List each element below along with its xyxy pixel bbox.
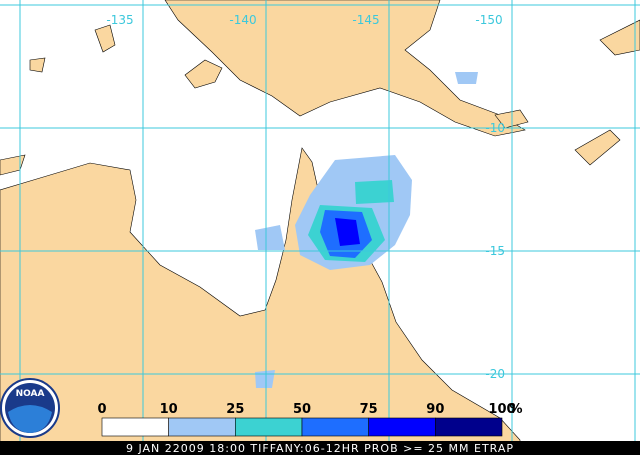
legend-swatch [368,417,436,437]
lon-label: -145 [352,13,379,27]
caption: 9 JAN 22009 18:00 TIFFANY:06-12HR PROB >… [126,442,514,455]
legend-swatch [435,417,503,437]
prob-area [455,72,478,84]
legend-label: 25 [226,402,244,417]
logo-wave [8,405,52,433]
legend-swatch [101,417,169,437]
legend-swatch [168,417,236,437]
legend-label: 10 [160,402,178,417]
island [599,19,640,56]
legend-swatch [235,417,303,437]
island [94,24,116,53]
logo: NOAA [0,378,60,438]
legend-label: 90 [426,402,444,417]
legend-label: 100 [488,402,515,417]
lat-label: -10 [485,121,505,135]
prob-area [335,218,360,246]
prob-area [255,225,285,250]
legend: 0 10 25 50 75 90 100% [97,402,523,437]
legend-label: 50 [293,402,311,417]
precipitation [255,72,478,388]
land [0,147,521,455]
land [164,0,526,137]
island [29,57,46,73]
lon-label: -150 [475,13,502,27]
island [574,129,621,166]
legend-label: 0 [97,402,106,417]
island [184,59,223,89]
lon-label: -135 [106,13,133,27]
legend-unit: % [509,402,522,417]
lat-label: -20 [485,367,505,381]
lon-label: -140 [229,13,256,27]
labels: -135 -140 -145 -150 -10 -15 -20 [106,13,505,381]
legend-label: 75 [360,402,378,417]
prob-area [355,180,394,204]
lat-label: -15 [485,244,505,258]
logo-text: NOAA [16,389,45,399]
prob-area [255,370,275,388]
legend-swatch [301,417,369,437]
caption-bar [0,441,640,455]
